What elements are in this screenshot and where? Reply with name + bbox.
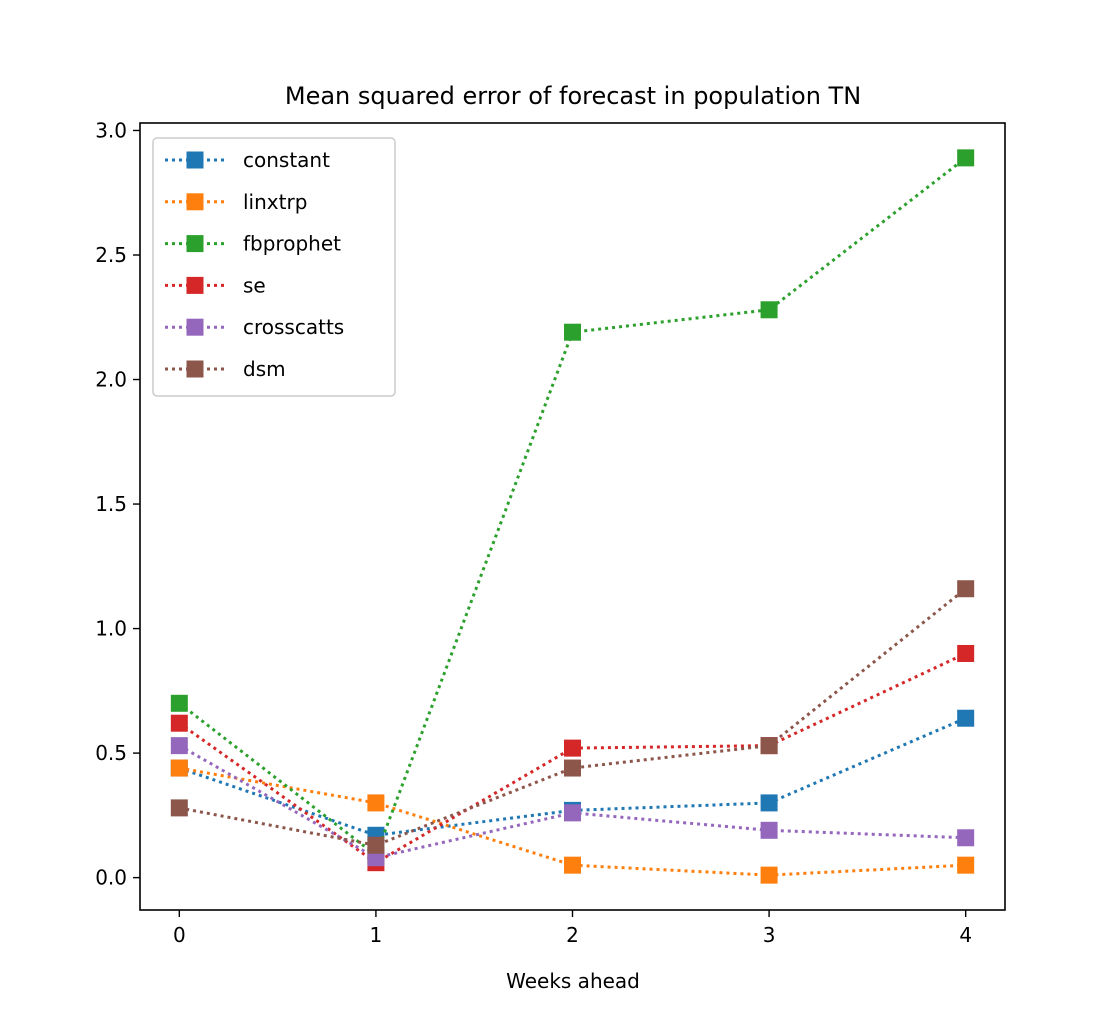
data-point [760, 301, 778, 319]
legend-label: crosscatts [243, 315, 344, 339]
y-tick-label: 0.0 [95, 866, 127, 890]
y-tick-label: 0.5 [95, 741, 127, 765]
data-point [957, 829, 975, 847]
data-point [957, 709, 975, 727]
y-tick-label: 1.0 [95, 617, 127, 641]
y-tick-label: 3.0 [95, 118, 127, 142]
data-point [760, 794, 778, 812]
legend-marker [186, 360, 204, 378]
data-point [957, 149, 975, 167]
data-point [170, 737, 188, 755]
legend: constant linxtrp fbprophet se crosscatts dsm [152, 137, 396, 397]
legend-marker [186, 235, 204, 253]
x-tick-label: 4 [959, 923, 972, 947]
x-tick-label: 0 [173, 923, 186, 947]
legend-label: fbprophet [243, 232, 341, 256]
x-axis-label: Weeks ahead [506, 969, 640, 993]
legend-marker [186, 151, 204, 169]
legend-marker [186, 318, 204, 336]
x-tick-label: 1 [370, 923, 383, 947]
data-point [170, 694, 188, 712]
data-point [957, 644, 975, 662]
data-point [564, 759, 581, 777]
data-point [170, 759, 188, 777]
legend-marker [186, 193, 204, 211]
plot-area: 0 1 2 3 4 0.0 0.5 1.0 1.5 2.0 2.5 3.0 constant linxtr… [95, 118, 1006, 947]
data-point [564, 739, 581, 757]
data-point [760, 866, 778, 884]
legend-label: dsm [243, 357, 286, 381]
data-point [957, 856, 975, 874]
series-line [178, 652, 967, 865]
data-point [564, 323, 581, 341]
legend-marker [186, 276, 204, 294]
legend-label: constant [243, 148, 330, 172]
series-dsm [170, 580, 975, 854]
legend-label: linxtrp [243, 190, 307, 214]
data-point [957, 580, 975, 598]
y-tick-label: 2.0 [95, 368, 127, 392]
series-line [178, 716, 967, 837]
data-point [760, 737, 778, 755]
data-point [170, 799, 188, 817]
data-point [564, 856, 581, 874]
data-point [760, 821, 778, 839]
series-line [179, 766, 966, 877]
legend-box [152, 137, 396, 397]
series-linxtrp [170, 759, 975, 884]
y-tick-label: 1.5 [95, 492, 127, 516]
chart-title: Mean squared error of forecast in popula… [285, 82, 861, 110]
y-tick-label: 2.5 [95, 243, 127, 267]
data-point [367, 794, 385, 812]
legend-label: se [243, 273, 266, 297]
series-line [179, 587, 967, 847]
x-tick-label: 3 [763, 923, 776, 947]
data-point [564, 804, 581, 822]
x-tick-label: 2 [566, 923, 579, 947]
data-point [170, 714, 188, 732]
data-point [367, 836, 385, 854]
